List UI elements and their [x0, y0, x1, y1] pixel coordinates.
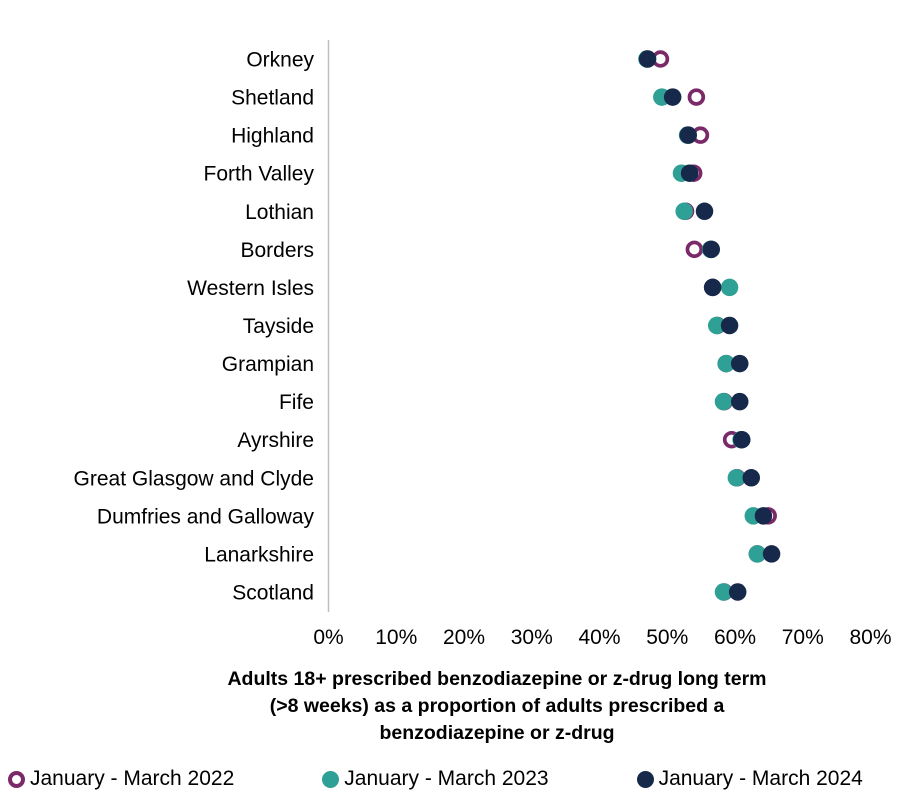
- category-label: Western Isles: [187, 277, 314, 300]
- legend-label: January - March 2023: [344, 767, 549, 790]
- legend-item-jan-mar-2022: January - March 2022: [8, 767, 234, 791]
- category-label: Scotland: [232, 582, 314, 605]
- data-point-january-march-2024: [680, 164, 699, 182]
- chart-title-line-3: benzodiazepine or z-drug: [379, 722, 615, 744]
- data-point-january-march-2023: [720, 278, 739, 297]
- data-point-january-march-2024: [663, 88, 682, 106]
- filled-circle-marker-icon: [322, 770, 340, 788]
- category-label: Fife: [279, 391, 314, 414]
- data-point-january-march-2022: [685, 240, 704, 259]
- legend-label: January - March 2022: [30, 767, 235, 790]
- legend-item-jan-mar-2023: January - March 2023: [322, 767, 549, 791]
- x-tick-label: 70%: [782, 626, 824, 649]
- category-label: Forth Valley: [204, 163, 315, 186]
- data-point-january-march-2023: [717, 354, 735, 373]
- data-point-january-march-2023: [714, 583, 733, 601]
- data-point-january-march-2024: [728, 583, 747, 601]
- data-point-january-march-2023: [675, 202, 693, 221]
- data-point-january-march-2024: [754, 507, 773, 525]
- x-tick-label: 60%: [714, 626, 756, 649]
- legend-item-jan-mar-2024: January - March 2024: [636, 767, 863, 791]
- data-point-january-march-2024: [733, 430, 751, 449]
- data-point-january-march-2024: [762, 545, 781, 563]
- x-tick-label: 80%: [849, 626, 891, 649]
- category-label: Highland: [231, 125, 314, 148]
- category-label: Lothian: [245, 201, 314, 224]
- x-tick-label: 50%: [646, 626, 688, 649]
- chart-title: Adults 18+ prescribed benzodiazepine or …: [84, 666, 910, 747]
- data-point-january-march-2023: [727, 469, 746, 487]
- legend-label: January - March 2024: [658, 767, 863, 790]
- chart-title-line-1: Adults 18+ prescribed benzodiazepine or …: [227, 668, 767, 690]
- data-point-january-march-2024: [720, 316, 739, 335]
- category-label: Lanarkshire: [204, 543, 314, 566]
- category-label: Borders: [240, 239, 314, 262]
- dot-plot-chart: Orkney Shetland Highland Forth Valley Lothia…: [74, 40, 892, 649]
- data-point-january-march-2024: [730, 354, 749, 373]
- data-point-january-march-2024: [703, 278, 722, 297]
- data-point-january-march-2024: [679, 126, 698, 144]
- x-tick-label: 40%: [578, 626, 620, 649]
- category-label: Grampian: [222, 353, 314, 376]
- data-point-january-march-2024: [695, 202, 714, 221]
- x-tick-label: 0%: [313, 626, 343, 649]
- category-label: Dumfries and Galloway: [97, 505, 315, 528]
- category-label: Orkney: [246, 49, 314, 72]
- data-point-january-march-2023: [748, 545, 767, 563]
- data-point-january-march-2024: [702, 240, 721, 259]
- category-label: Ayrshire: [237, 429, 314, 452]
- x-tick-label: 30%: [511, 626, 553, 649]
- data-point-january-march-2023: [714, 392, 733, 411]
- x-tick-label: 20%: [443, 626, 485, 649]
- category-label: Great Glasgow and Clyde: [74, 467, 314, 490]
- data-point-january-march-2024: [742, 469, 761, 487]
- category-label: Shetland: [231, 87, 314, 110]
- x-tick-label: 10%: [375, 626, 417, 649]
- chart-title-line-2: (>8 weeks) as a proportion of adults pre…: [269, 695, 725, 717]
- data-point-january-march-2024: [638, 50, 657, 68]
- filled-circle-marker-icon: [636, 770, 654, 788]
- chart-legend: January - March 2022 January - March 202…: [0, 767, 910, 791]
- data-point-january-march-2022: [687, 88, 706, 106]
- chart-canvas: Orkney Shetland Highland Forth Valley Lothia…: [74, 40, 892, 649]
- category-label: Tayside: [243, 315, 314, 338]
- open-circle-marker-icon: [8, 770, 25, 788]
- data-point-january-march-2024: [730, 392, 749, 411]
- data-point-january-march-2023: [707, 316, 726, 335]
